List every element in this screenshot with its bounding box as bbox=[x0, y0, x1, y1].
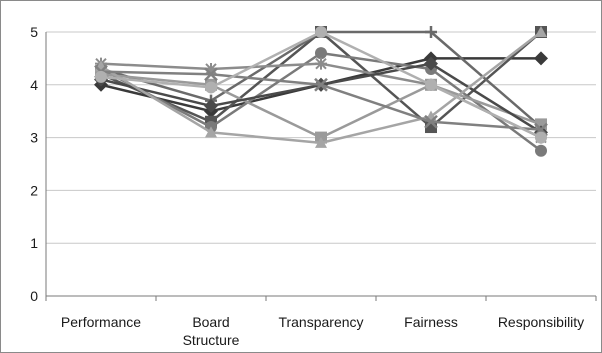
y-tick-label: 4 bbox=[30, 77, 38, 93]
x-tick-label: Performance bbox=[61, 314, 141, 330]
data-point-5-2 bbox=[205, 62, 217, 75]
x-tick-label: Transparency bbox=[278, 314, 363, 330]
data-point-6-5 bbox=[535, 118, 547, 131]
data-point-10-1 bbox=[95, 70, 107, 83]
y-tick-label: 5 bbox=[30, 24, 38, 40]
data-point-10-4 bbox=[425, 78, 437, 91]
data-point-7-4 bbox=[424, 56, 438, 71]
y-tick-label: 1 bbox=[30, 235, 38, 251]
y-tick-label: 2 bbox=[30, 182, 38, 198]
data-point-9-4 bbox=[424, 114, 438, 129]
data-point-1-5 bbox=[534, 51, 548, 66]
data-point-4-3 bbox=[315, 47, 327, 60]
data-point-9-2 bbox=[204, 67, 218, 82]
data-point-7-2 bbox=[204, 98, 218, 113]
data-point-8-2 bbox=[205, 126, 217, 138]
data-point-10-5 bbox=[535, 131, 547, 144]
x-tick-label: Board Structure bbox=[183, 314, 240, 348]
y-tick-label: 0 bbox=[30, 288, 38, 304]
data-point-10-2 bbox=[205, 81, 217, 94]
data-point-5-3 bbox=[315, 57, 327, 70]
y-tick-label: 3 bbox=[30, 130, 38, 146]
data-point-4-5 bbox=[535, 144, 547, 157]
data-point-8-5 bbox=[535, 26, 547, 37]
data-point-3-4 bbox=[425, 26, 437, 38]
data-point-9-3 bbox=[314, 77, 328, 92]
x-tick-label: Fairness bbox=[404, 314, 458, 330]
data-point-10-3 bbox=[315, 26, 327, 38]
data-point-8-3 bbox=[315, 136, 327, 148]
x-tick-label: Responsibility bbox=[498, 314, 584, 330]
